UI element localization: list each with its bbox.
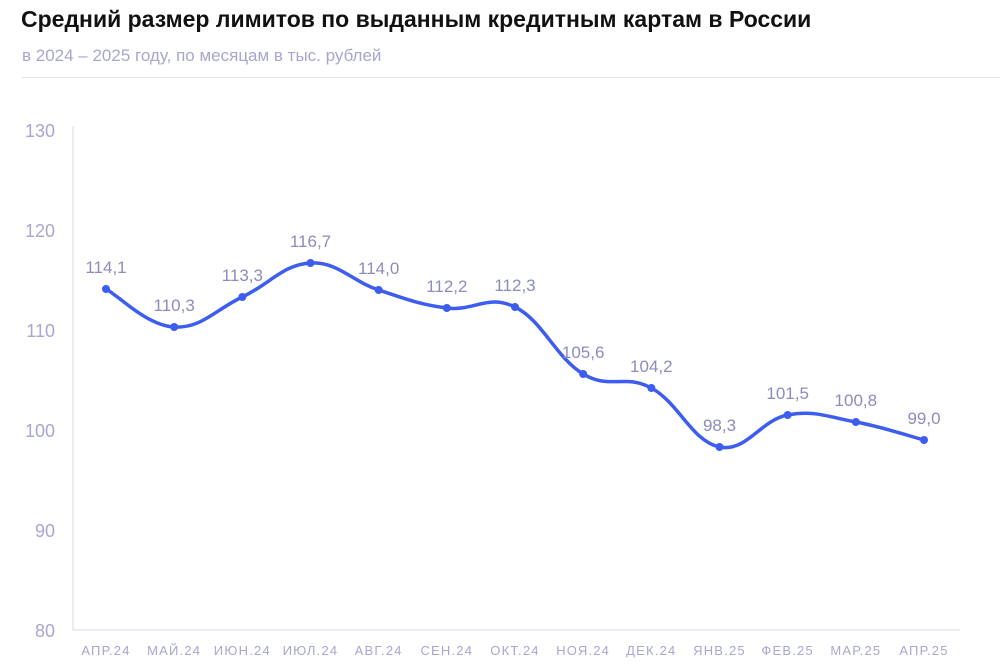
- data-point: [715, 443, 724, 451]
- chart-title: Средний размер лимитов по выданным креди…: [21, 6, 812, 32]
- data-label: 110,3: [154, 296, 195, 315]
- x-tick-label: МАЙ.24: [147, 643, 201, 658]
- data-point: [306, 259, 315, 267]
- x-tick-label: АПР.25: [899, 643, 948, 658]
- x-tick-label: ЯНВ.25: [693, 643, 746, 658]
- x-tick-label: ИЮЛ.24: [283, 643, 339, 658]
- data-point: [238, 293, 247, 301]
- data-point: [579, 370, 588, 378]
- x-tick-label: СЕН.24: [420, 643, 473, 658]
- data-label: 105,6: [562, 343, 605, 362]
- data-point: [511, 303, 519, 311]
- data-label: 99,0: [907, 409, 940, 428]
- data-label: 114,1: [85, 258, 126, 277]
- data-label: 100,8: [835, 391, 878, 410]
- x-tick-label: АПР.24: [81, 643, 130, 658]
- y-tick-label: 110: [26, 321, 55, 341]
- data-label: 113,3: [222, 266, 263, 285]
- data-point: [647, 384, 656, 392]
- data-point: [783, 411, 792, 419]
- x-tick-label: ФЕВ.25: [761, 643, 814, 658]
- x-tick-label: ИЮН.24: [214, 643, 271, 658]
- data-label: 104,2: [630, 357, 673, 376]
- x-tick-label: АВГ.24: [355, 643, 403, 658]
- data-point: [374, 286, 383, 294]
- header-divider: [22, 77, 1000, 78]
- y-tick-label: 90: [35, 521, 55, 541]
- x-tick-label: ДЕК.24: [626, 643, 676, 658]
- data-label: 112,2: [426, 277, 467, 296]
- data-label: 112,3: [494, 276, 535, 295]
- x-tick-label: НОЯ.24: [556, 643, 610, 658]
- y-tick-label: 120: [25, 221, 55, 241]
- y-tick-label: 100: [25, 421, 55, 441]
- data-label: 116,7: [290, 232, 331, 251]
- data-label: 98,3: [703, 416, 736, 435]
- chart-subtitle: в 2024 – 2025 году, по месяцам в тыс. ру…: [22, 46, 382, 65]
- data-point: [170, 323, 179, 331]
- data-point: [851, 418, 860, 426]
- x-tick-label: МАР.25: [830, 643, 881, 658]
- y-tick-label: 80: [35, 621, 55, 641]
- data-point: [102, 285, 110, 293]
- x-tick-label: ОКТ.24: [490, 643, 539, 658]
- data-label: 101,5: [766, 384, 809, 403]
- data-point: [920, 436, 928, 444]
- data-label: 114,0: [358, 259, 399, 278]
- y-tick-label: 130: [25, 121, 55, 141]
- data-point: [442, 304, 451, 312]
